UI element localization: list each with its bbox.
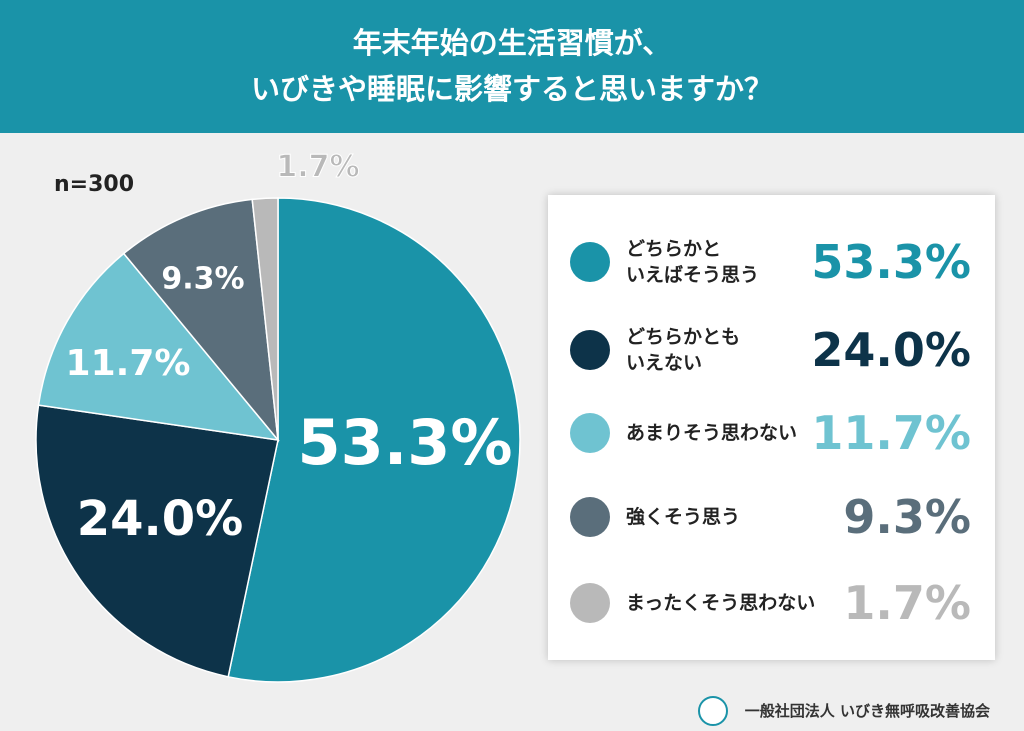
chart-title: 年末年始の生活習慣が、 いびきや睡眠に影響すると思いますか？: [0, 0, 1024, 133]
legend-value: 9.3%: [843, 490, 971, 544]
pie-slice: [122, 198, 280, 443]
legend-value: 24.0%: [811, 323, 971, 377]
legend-swatch: [570, 330, 610, 370]
sample-size: n=300: [54, 172, 135, 197]
pie-slice: [35, 404, 279, 678]
pie-value-label: 24.0%: [77, 491, 244, 547]
legend-item: どちらかとも いえない 24.0%: [548, 315, 995, 385]
pie-slice: [227, 197, 521, 683]
pie-slice: [251, 197, 279, 441]
legend-item: どちらかと いえばそう思う 53.3%: [548, 227, 995, 297]
legend-item: まったくそう思わない 1.7%: [548, 568, 995, 638]
pie-value-label: 53.3%: [297, 406, 512, 479]
logo: [698, 696, 728, 726]
legend: どちらかと いえばそう思う 53.3% どちらかとも いえない 24.0% あまりそう思…: [548, 195, 995, 660]
legend-item: あまりそう思わない 11.7%: [548, 398, 995, 468]
legend-value: 53.3%: [811, 235, 971, 289]
legend-swatch: [570, 497, 610, 537]
legend-label: まったくそう思わない: [626, 592, 816, 614]
legend-label: どちらかとも いえない: [626, 326, 741, 374]
legend-label: どちらかと いえばそう思う: [626, 238, 760, 286]
legend-value: 1.7%: [843, 576, 971, 630]
legend-label: あまりそう思わない: [626, 422, 798, 444]
legend-swatch: [570, 242, 610, 282]
legend-swatch: [570, 583, 610, 623]
footer-org: 一般社団法人 いびき無呼吸改善協会: [744, 702, 990, 720]
pie-value-label: 11.7%: [66, 343, 191, 384]
legend-label: 強くそう思う: [626, 506, 741, 528]
pie-chart: 53.3% 24.0% 11.7% 9.3% 1.7%: [35, 149, 521, 683]
pie-value-label: 1.7%: [276, 150, 359, 185]
pie-value-label: 9.3%: [161, 262, 244, 297]
legend-value: 11.7%: [811, 406, 971, 460]
legend-item: 強くそう思う 9.3%: [548, 482, 995, 552]
legend-swatch: [570, 413, 610, 453]
pie-slice: [37, 252, 280, 442]
